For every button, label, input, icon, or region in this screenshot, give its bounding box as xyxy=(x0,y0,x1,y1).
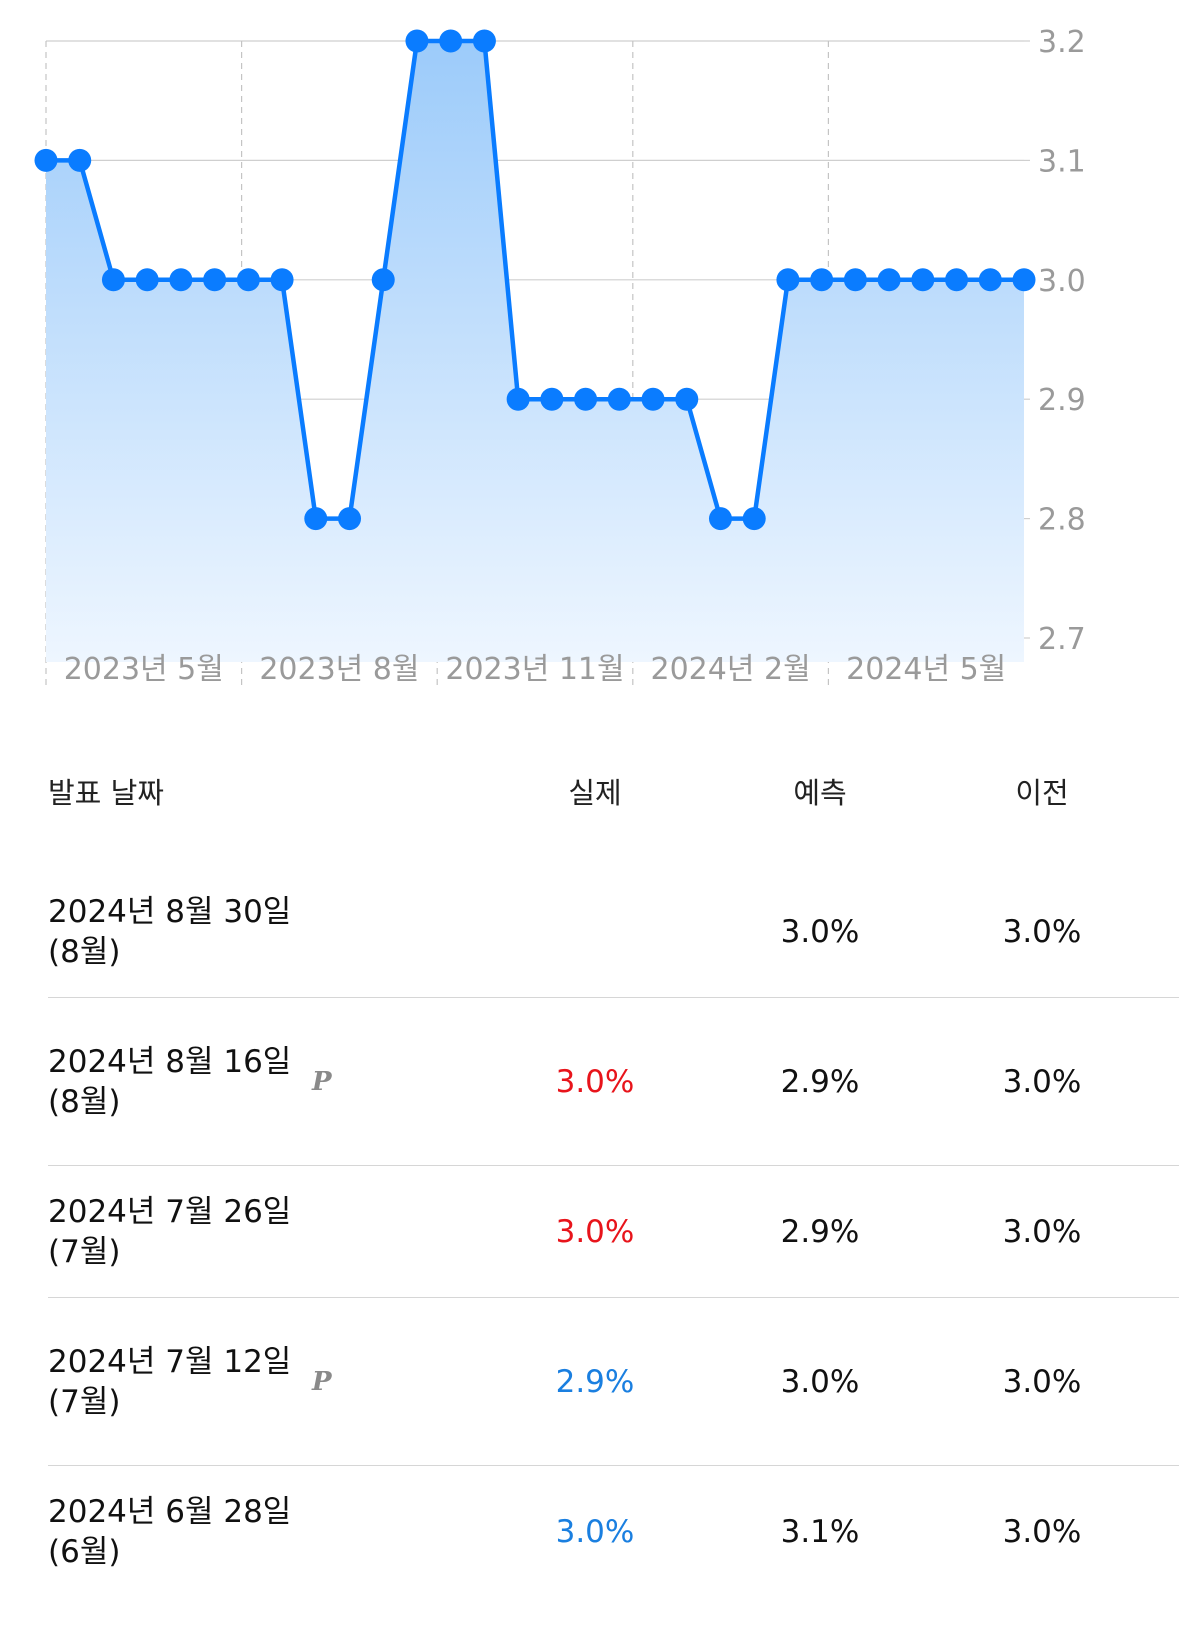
preliminary-badge xyxy=(312,1466,342,1598)
forecast-value: 3.0% xyxy=(780,1364,860,1400)
data-point[interactable] xyxy=(810,268,834,292)
data-point[interactable] xyxy=(68,148,92,172)
release-date: 2024년 8월 30일 (8월) xyxy=(48,894,292,970)
forecast-value: 2.9% xyxy=(780,1214,860,1250)
data-point[interactable] xyxy=(439,29,463,53)
actual-value: 3.0% xyxy=(555,1214,635,1250)
data-point[interactable] xyxy=(978,268,1002,292)
data-point[interactable] xyxy=(708,507,732,531)
data-point[interactable] xyxy=(169,268,193,292)
table-body: 2024년 8월 30일 (8월) 3.0% 3.0% 2024년 8월 16일… xyxy=(0,866,1179,1598)
actual-value: 3.0% xyxy=(555,1064,635,1100)
data-point[interactable] xyxy=(574,387,598,411)
preliminary-badge: P xyxy=(312,1367,332,1397)
data-points[interactable] xyxy=(34,29,1036,531)
preliminary-badge xyxy=(312,866,342,998)
y-tick-label: 2.9 xyxy=(1038,383,1086,418)
data-point[interactable] xyxy=(675,387,699,411)
header-previous: 이전 xyxy=(1015,776,1069,810)
actual-value xyxy=(515,866,675,998)
data-point[interactable] xyxy=(607,387,631,411)
release-date: 2024년 8월 16일 (8월) xyxy=(48,1044,292,1120)
data-point[interactable] xyxy=(236,268,260,292)
data-point[interactable] xyxy=(843,268,867,292)
release-date: 2024년 7월 26일 (7월) xyxy=(48,1194,292,1270)
data-point[interactable] xyxy=(34,148,58,172)
x-tick-label: 2024년 2월 xyxy=(651,652,811,687)
table-row[interactable]: 2024년 8월 16일 (8월) P 3.0% 2.9% 3.0% xyxy=(0,998,1179,1166)
x-axis-labels: 2023년 5월 2023년 8월 2023년 11월 2024년 2월 2024년 5… xyxy=(64,652,1007,687)
data-point[interactable] xyxy=(405,29,429,53)
actual-value: 3.0% xyxy=(555,1514,635,1550)
preliminary-badge xyxy=(312,1166,342,1298)
indicator-chart: 3.2 3.1 3.0 2.9 2.8 2.7 2023년 5월 2023년 8월 2023년… xyxy=(0,0,1179,720)
previous-value: 3.0% xyxy=(1002,1514,1082,1550)
data-point[interactable] xyxy=(270,268,294,292)
table-row[interactable]: 2024년 6월 28일 (6월) 3.0% 3.1% 3.0% xyxy=(0,1466,1179,1598)
data-point[interactable] xyxy=(1012,268,1036,292)
previous-value: 3.0% xyxy=(1002,1214,1082,1250)
area-chart: 3.23.13.02.92.82.7 2023년 5월 2023년 8월 2023년… xyxy=(34,25,1086,690)
actual-value: 2.9% xyxy=(555,1364,635,1400)
y-tick-label: 2.7 xyxy=(1038,622,1086,657)
area-fill-path xyxy=(46,41,1024,662)
table-row[interactable]: 2024년 7월 26일 (7월) 3.0% 2.9% 3.0% xyxy=(0,1166,1179,1298)
data-point[interactable] xyxy=(776,268,800,292)
previous-value: 3.0% xyxy=(1002,914,1082,950)
row-divider xyxy=(48,997,1179,998)
previous-value: 3.0% xyxy=(1002,1364,1082,1400)
data-point[interactable] xyxy=(911,268,935,292)
data-point[interactable] xyxy=(506,387,530,411)
data-point[interactable] xyxy=(304,507,328,531)
x-tick-label: 2024년 5월 xyxy=(846,652,1006,687)
y-tick-label: 3.0 xyxy=(1038,264,1086,299)
data-point[interactable] xyxy=(877,268,901,292)
row-divider xyxy=(48,1465,1179,1466)
table-row[interactable]: 2024년 7월 12일 (7월) P 2.9% 3.0% 3.0% xyxy=(0,1298,1179,1466)
row-divider xyxy=(48,1297,1179,1298)
data-point[interactable] xyxy=(540,387,564,411)
forecast-value: 3.1% xyxy=(780,1514,860,1550)
x-tick-label: 2023년 11월 xyxy=(445,652,624,687)
data-point[interactable] xyxy=(101,268,125,292)
data-point[interactable] xyxy=(338,507,362,531)
release-date: 2024년 6월 28일 (6월) xyxy=(48,1494,292,1570)
data-point[interactable] xyxy=(945,268,969,292)
table-header: 발표 날짜 실제 예측 이전 xyxy=(0,760,1179,826)
release-table: 발표 날짜 실제 예측 이전 2024년 8월 30일 (8월) 3.0% 3.… xyxy=(0,760,1179,1598)
release-date: 2024년 7월 12일 (7월) xyxy=(48,1344,292,1420)
x-tick-label: 2023년 8월 xyxy=(259,652,419,687)
previous-value: 3.0% xyxy=(1002,1064,1082,1100)
preliminary-badge: P xyxy=(312,1067,332,1097)
y-tick-label: 2.8 xyxy=(1038,503,1086,538)
row-divider xyxy=(48,1165,1179,1166)
header-actual: 실제 xyxy=(568,776,622,810)
header-release-date: 발표 날짜 xyxy=(48,776,164,810)
y-tick-label: 3.1 xyxy=(1038,144,1086,179)
forecast-value: 3.0% xyxy=(780,914,860,950)
data-point[interactable] xyxy=(135,268,159,292)
data-point[interactable] xyxy=(203,268,227,292)
data-point[interactable] xyxy=(742,507,766,531)
area-fill xyxy=(46,41,1024,662)
x-tick-label: 2023년 5월 xyxy=(64,652,224,687)
y-axis-labels: 3.2 3.1 3.0 2.9 2.8 2.7 xyxy=(1038,25,1086,657)
data-point[interactable] xyxy=(641,387,665,411)
y-tick-label: 3.2 xyxy=(1038,25,1086,60)
header-forecast: 예측 xyxy=(793,776,847,810)
data-point[interactable] xyxy=(371,268,395,292)
forecast-value: 2.9% xyxy=(780,1064,860,1100)
table-row[interactable]: 2024년 8월 30일 (8월) 3.0% 3.0% xyxy=(0,866,1179,998)
data-point[interactable] xyxy=(472,29,496,53)
